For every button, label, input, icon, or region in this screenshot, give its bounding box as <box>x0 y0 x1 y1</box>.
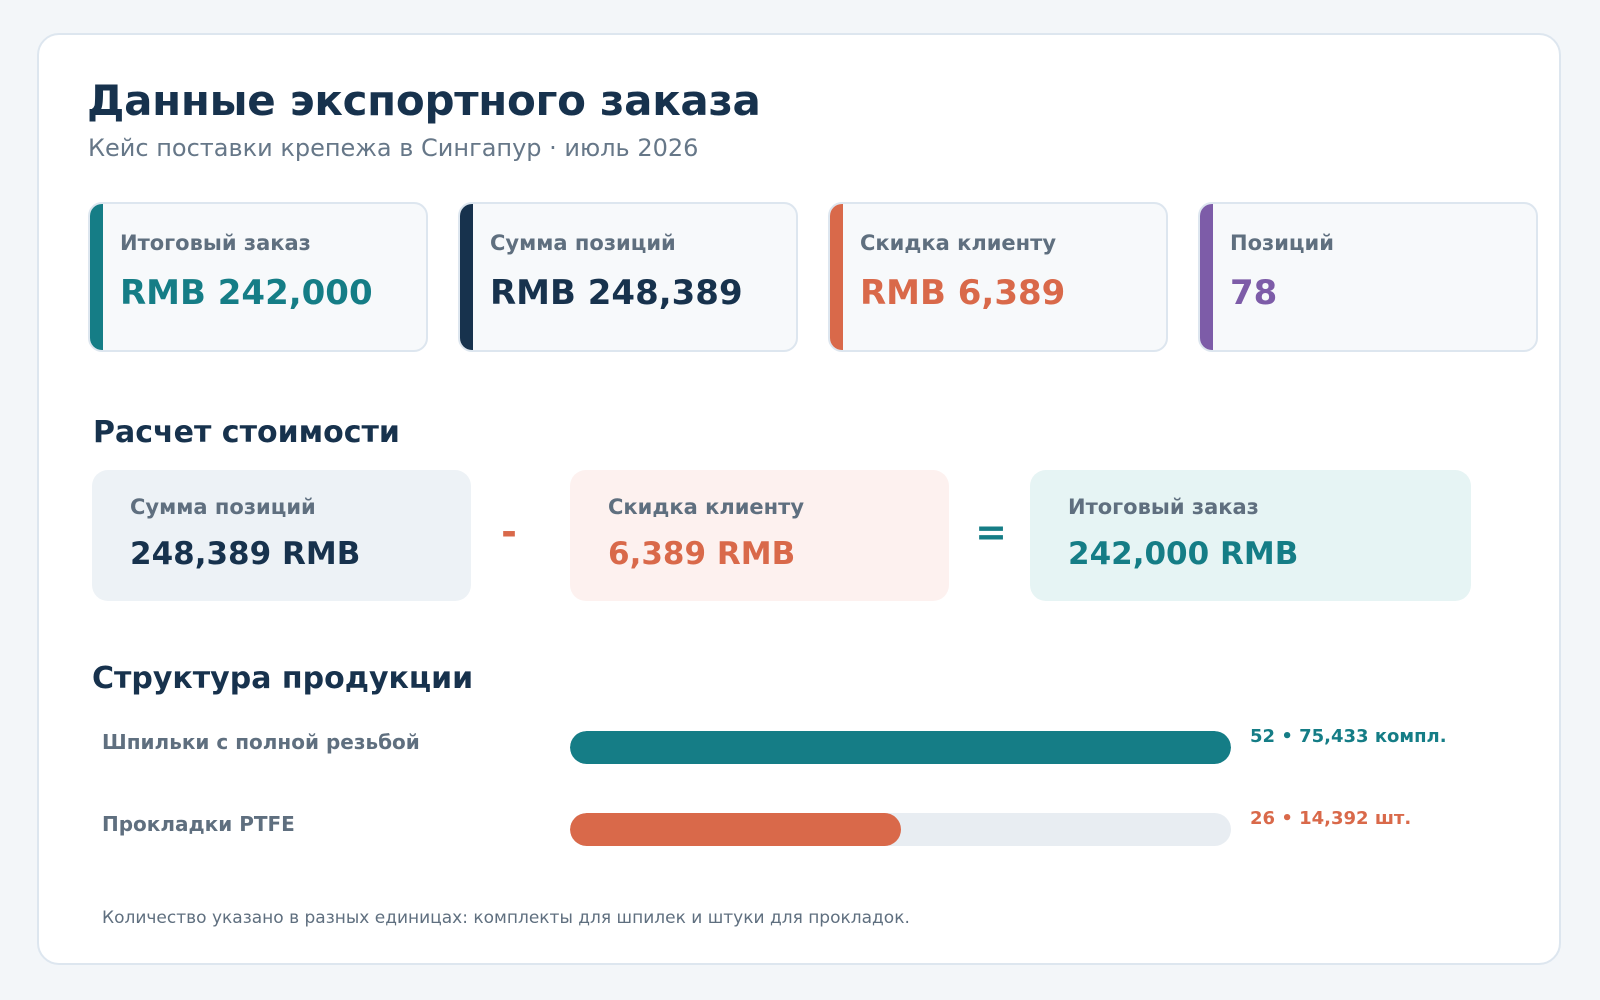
calc-box-total-order: Итоговый заказ 242,000 RMB <box>1030 470 1471 601</box>
kpi-value: 78 <box>1230 273 1278 313</box>
kpi-value: RMB 6,389 <box>860 273 1066 313</box>
page-title: Данные экспортного заказа <box>87 76 761 125</box>
product-bar-track-gaskets <box>570 813 1231 846</box>
structure-section-title: Структура продукции <box>92 661 474 696</box>
kpi-card-total-order: Итоговый заказ RMB 242,000 <box>88 202 428 352</box>
kpi-accent-bar <box>460 204 473 350</box>
calc-value: 6,389 RMB <box>608 536 796 572</box>
kpi-label: Сумма позиций <box>490 231 676 255</box>
product-label-studs: Шпильки с полной резьбой <box>102 730 420 754</box>
product-note-gaskets: 26 • 14,392 шт. <box>1250 808 1412 829</box>
footnote: Количество указано в разных единицах: ко… <box>102 908 910 928</box>
kpi-card-items-sum: Сумма позиций RMB 248,389 <box>458 202 798 352</box>
kpi-label: Позиций <box>1230 231 1334 255</box>
product-bar-fill-studs <box>570 731 1231 764</box>
kpi-value: RMB 242,000 <box>120 273 373 313</box>
kpi-accent-bar <box>90 204 103 350</box>
product-bar-fill-gaskets <box>570 813 901 846</box>
kpi-label: Итоговый заказ <box>120 231 311 255</box>
calculation-section-title: Расчет стоимости <box>93 415 400 450</box>
calc-value: 242,000 RMB <box>1068 536 1299 572</box>
calc-label: Сумма позиций <box>130 495 316 519</box>
equals-operator: = <box>975 510 1007 554</box>
calc-box-customer-discount: Скидка клиенту 6,389 RMB <box>570 470 949 601</box>
product-label-gaskets: Прокладки PTFE <box>102 812 295 836</box>
page-subtitle: Кейс поставки крепежа в Сингапур · июль … <box>88 134 699 162</box>
kpi-label: Скидка клиенту <box>860 231 1057 255</box>
minus-operator: - <box>501 510 517 554</box>
kpi-accent-bar <box>1200 204 1213 350</box>
calc-label: Скидка клиенту <box>608 495 805 519</box>
calc-box-items-sum: Сумма позиций 248,389 RMB <box>92 470 471 601</box>
kpi-value: RMB 248,389 <box>490 273 743 313</box>
kpi-card-positions: Позиций 78 <box>1198 202 1538 352</box>
product-note-studs: 52 • 75,433 компл. <box>1250 726 1447 747</box>
kpi-accent-bar <box>830 204 843 350</box>
kpi-card-customer-discount: Скидка клиенту RMB 6,389 <box>828 202 1168 352</box>
calc-value: 248,389 RMB <box>130 536 361 572</box>
product-bar-track-studs <box>570 731 1231 764</box>
calc-label: Итоговый заказ <box>1068 495 1259 519</box>
